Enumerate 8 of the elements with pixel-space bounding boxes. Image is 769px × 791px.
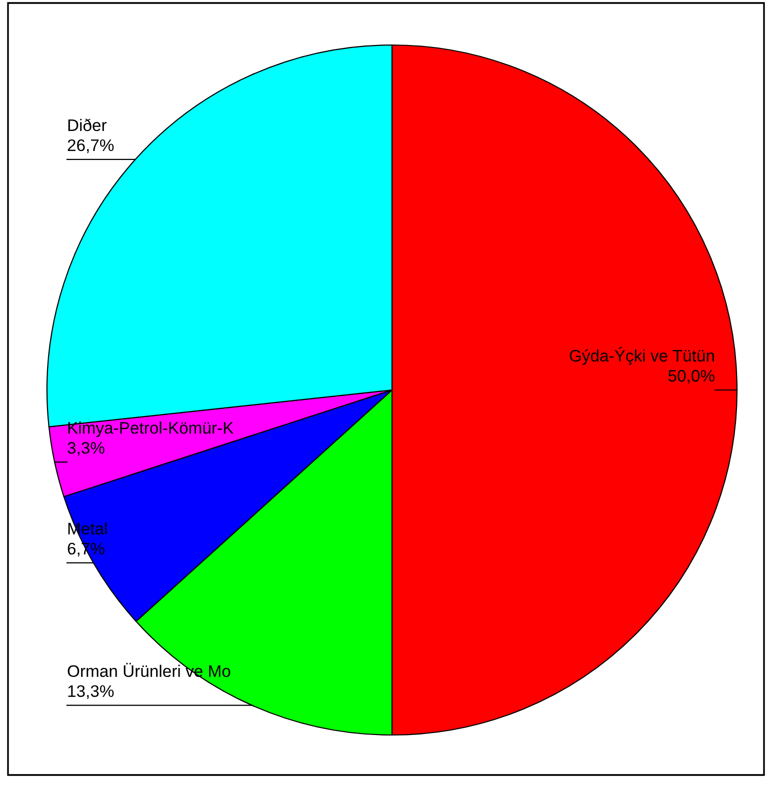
data-label: 26,7% bbox=[68, 139, 114, 154]
data-label: 13,3% bbox=[68, 685, 114, 699]
slice-label: Diðer bbox=[68, 118, 107, 132]
slice-label: Gýda-Ýçki ve Tütün bbox=[570, 347, 714, 365]
data-label: 50,0% bbox=[668, 370, 714, 384]
data-label: 3,3% bbox=[68, 442, 104, 456]
data-label: 6,7% bbox=[68, 542, 104, 556]
slice-label: Kimya-Petrol-Kömür-K bbox=[68, 422, 234, 438]
